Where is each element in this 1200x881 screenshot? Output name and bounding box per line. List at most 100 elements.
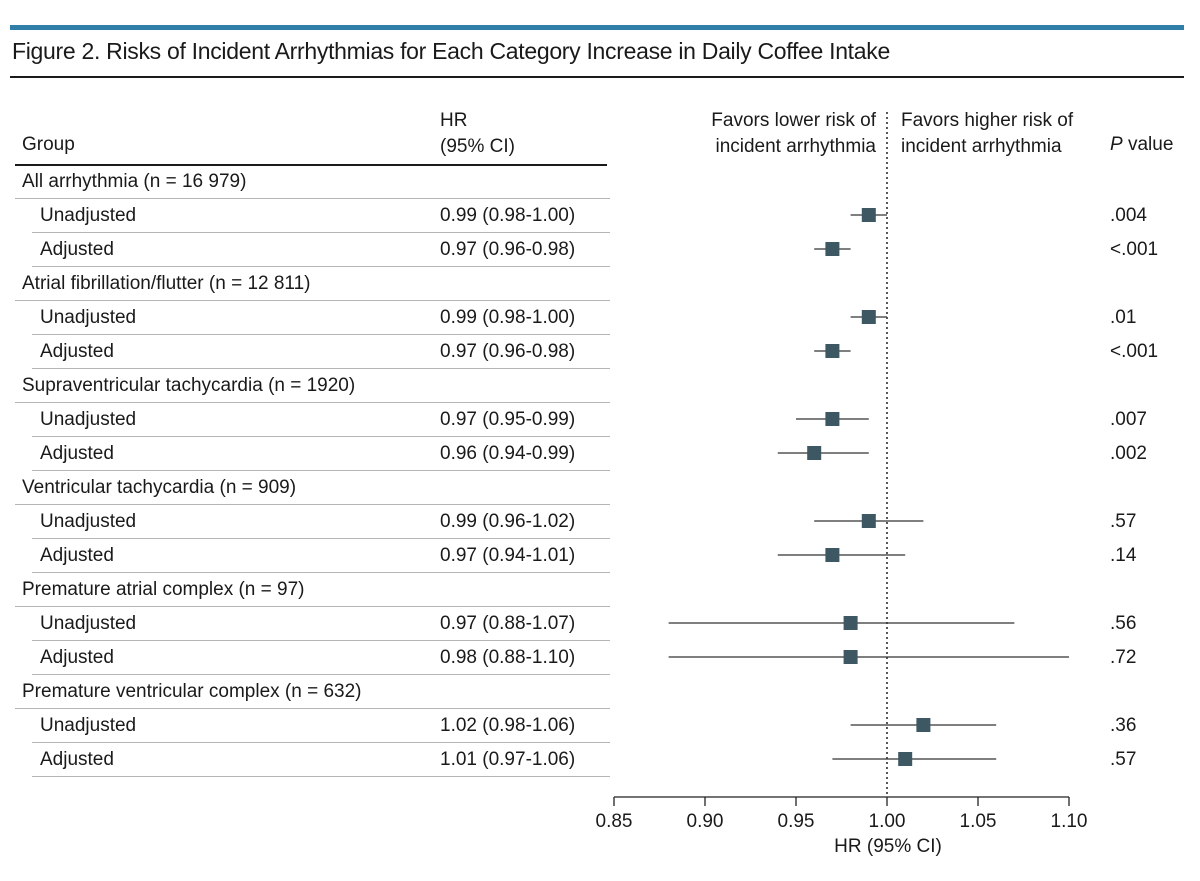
row-label: Adjusted (40, 239, 114, 260)
row-divider (32, 334, 610, 335)
hr-marker (843, 616, 858, 630)
hr-marker (843, 650, 858, 664)
row-divider (15, 504, 610, 505)
hr-marker (861, 310, 876, 324)
favors-lower-line1: Favors lower risk of (711, 110, 876, 131)
group-row: Supraventricular tachycardia (n = 1920) (0, 369, 610, 403)
row-divider (15, 300, 610, 301)
row-divider (15, 198, 610, 199)
hr-marker (861, 514, 876, 528)
p-value: .57 (1110, 511, 1137, 532)
row-divider (32, 776, 610, 777)
row-label: Unadjusted (40, 409, 137, 430)
hr-marker (825, 412, 840, 426)
row-label: Unadjusted (40, 205, 137, 226)
hr-value: 0.99 (0.98-1.00) (440, 307, 576, 328)
p-value: .002 (1110, 443, 1147, 464)
hr-marker (825, 344, 840, 358)
row-label: Adjusted (40, 647, 114, 668)
p-value: .36 (1110, 715, 1137, 736)
group-label: Supraventricular tachycardia (n = 1920) (22, 375, 356, 396)
favors-higher-line2: incident arrhythmia (901, 136, 1062, 157)
group-row: Premature atrial complex (n = 97) (0, 573, 610, 607)
header-rule (15, 164, 607, 166)
p-value: .56 (1110, 613, 1137, 634)
hr-value: 0.97 (0.96-0.98) (440, 239, 576, 260)
hr-value: 1.02 (0.98-1.06) (440, 715, 576, 736)
table-row: Unadjusted 0.99 (0.96-1.02) (0, 505, 610, 539)
x-tick-label: 1.00 (869, 811, 906, 832)
p-value: .004 (1110, 205, 1147, 226)
row-label: Adjusted (40, 341, 114, 362)
table-row: Unadjusted 0.97 (0.88-1.07) (0, 607, 610, 641)
table-row: Unadjusted 1.02 (0.98-1.06) (0, 709, 610, 743)
hr-marker (861, 208, 876, 222)
row-divider (32, 232, 610, 233)
figure-title: Figure 2. Risks of Incident Arrhythmias … (12, 38, 890, 64)
row-divider (15, 606, 610, 607)
favors-lower-line2: incident arrhythmia (715, 136, 876, 157)
row-divider (32, 572, 610, 573)
x-tick-label: 0.95 (778, 811, 815, 832)
hr-header-line2: (95% CI) (440, 136, 515, 157)
table-row: Adjusted 0.96 (0.94-0.99) (0, 437, 610, 471)
pvalue-column-header: P value (1110, 134, 1173, 156)
p-value: <.001 (1110, 341, 1159, 362)
row-divider (32, 742, 610, 743)
x-tick-label: 1.05 (960, 811, 997, 832)
favors-higher-label: Favors higher risk of incident arrhythmi… (901, 108, 1073, 160)
row-label: Unadjusted (40, 307, 137, 328)
row-label: Unadjusted (40, 511, 137, 532)
favors-lower-label: Favors lower risk of incident arrhythmia (640, 108, 876, 160)
p-value: .14 (1110, 545, 1137, 566)
hr-value: 1.01 (0.97-1.06) (440, 749, 576, 770)
group-label: Atrial fibrillation/flutter (n = 12 811) (22, 273, 311, 294)
table-row: Adjusted 0.98 (0.88-1.10) (0, 641, 610, 675)
table-row: Unadjusted 0.99 (0.98-1.00) (0, 199, 610, 233)
title-rule (10, 76, 1184, 78)
table-row: Adjusted 0.97 (0.96-0.98) (0, 335, 610, 369)
hr-column-header: HR (95% CI) (440, 108, 515, 160)
hr-marker (807, 446, 822, 460)
group-label: Premature ventricular complex (n = 632) (22, 681, 362, 702)
group-label: Premature atrial complex (n = 97) (22, 579, 305, 600)
hr-value: 0.97 (0.94-1.01) (440, 545, 576, 566)
hr-marker (825, 548, 840, 562)
group-row: Premature ventricular complex (n = 632) (0, 675, 610, 709)
hr-marker (898, 752, 913, 766)
hr-marker (825, 242, 840, 256)
table-row: Adjusted 0.97 (0.96-0.98) (0, 233, 610, 267)
favors-higher-line1: Favors higher risk of (901, 110, 1074, 131)
row-divider (15, 402, 610, 403)
hr-value: 0.98 (0.88-1.10) (440, 647, 576, 668)
group-label: Ventricular tachycardia (n = 909) (22, 477, 297, 498)
p-value: .01 (1110, 307, 1137, 328)
row-label: Adjusted (40, 545, 114, 566)
row-label: Unadjusted (40, 715, 137, 736)
row-divider (32, 538, 610, 539)
hr-header-line1: HR (440, 110, 468, 131)
row-label: Unadjusted (40, 613, 137, 634)
x-tick-label: 0.85 (596, 811, 633, 832)
table-row: Adjusted 1.01 (0.97-1.06) (0, 743, 610, 777)
p-value: .72 (1110, 647, 1137, 668)
group-row: All arrhythmia (n = 16 979) (0, 165, 610, 199)
row-divider (32, 470, 610, 471)
row-divider (32, 368, 610, 369)
hr-value: 0.96 (0.94-0.99) (440, 443, 576, 464)
table-row: Unadjusted 0.99 (0.98-1.00) (0, 301, 610, 335)
row-divider (32, 674, 610, 675)
p-value: .57 (1110, 749, 1137, 770)
hr-value: 0.97 (0.96-0.98) (440, 341, 576, 362)
x-axis-label: HR (95% CI) (834, 836, 942, 857)
p-value: .007 (1110, 409, 1147, 430)
row-divider (32, 266, 610, 267)
pvalue-header-italic: P (1110, 134, 1123, 155)
x-tick-label: 1.10 (1051, 811, 1088, 832)
hr-marker (916, 718, 931, 732)
row-divider (32, 436, 610, 437)
p-value: <.001 (1110, 239, 1159, 260)
table-row: Unadjusted 0.97 (0.95-0.99) (0, 403, 610, 437)
row-label: Adjusted (40, 749, 114, 770)
